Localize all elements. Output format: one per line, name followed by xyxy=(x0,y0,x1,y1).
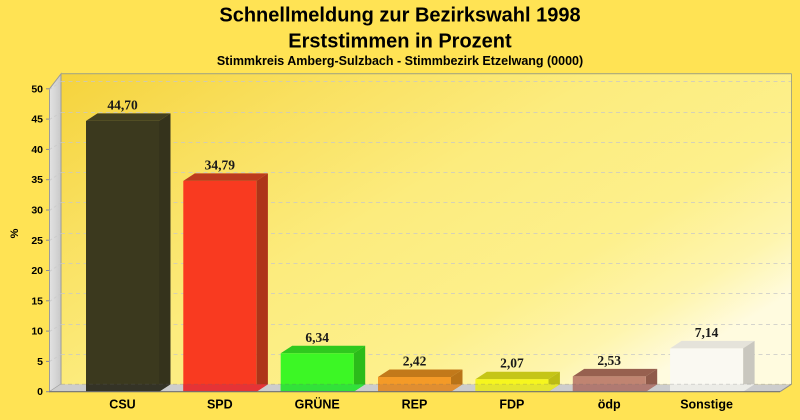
svg-text:15: 15 xyxy=(31,295,43,307)
svg-text:25: 25 xyxy=(31,235,43,247)
svg-text:Stimmkreis Amberg-Sulzbach - S: Stimmkreis Amberg-Sulzbach - Stimmbezirk… xyxy=(217,54,583,68)
svg-text:GRÜNE: GRÜNE xyxy=(295,397,340,412)
svg-text:2,42: 2,42 xyxy=(403,354,427,369)
svg-text:10: 10 xyxy=(31,326,43,338)
svg-text:2,07: 2,07 xyxy=(500,356,524,371)
svg-text:Erststimmen in Prozent: Erststimmen in Prozent xyxy=(288,31,512,53)
svg-text:7,14: 7,14 xyxy=(695,325,719,340)
svg-text:FDP: FDP xyxy=(499,398,524,412)
svg-text:34,79: 34,79 xyxy=(205,157,236,172)
svg-text:44,70: 44,70 xyxy=(107,97,138,112)
svg-text:CSU: CSU xyxy=(109,398,135,412)
svg-text:45: 45 xyxy=(31,114,43,126)
svg-text:%: % xyxy=(9,228,21,238)
svg-text:40: 40 xyxy=(31,144,43,156)
svg-text:50: 50 xyxy=(31,83,43,95)
svg-text:Schnellmeldung zur Bezirkswahl: Schnellmeldung zur Bezirkswahl 1998 xyxy=(219,5,580,27)
svg-text:35: 35 xyxy=(31,174,43,186)
svg-text:Sonstige: Sonstige xyxy=(680,398,733,412)
svg-text:20: 20 xyxy=(31,265,43,277)
svg-text:5: 5 xyxy=(37,356,43,368)
svg-text:ödp: ödp xyxy=(598,398,621,412)
svg-text:0: 0 xyxy=(37,386,43,398)
svg-text:6,34: 6,34 xyxy=(305,330,329,345)
svg-text:SPD: SPD xyxy=(207,398,233,412)
svg-text:2,53: 2,53 xyxy=(597,353,621,368)
svg-text:REP: REP xyxy=(402,398,428,412)
svg-text:30: 30 xyxy=(31,205,43,217)
